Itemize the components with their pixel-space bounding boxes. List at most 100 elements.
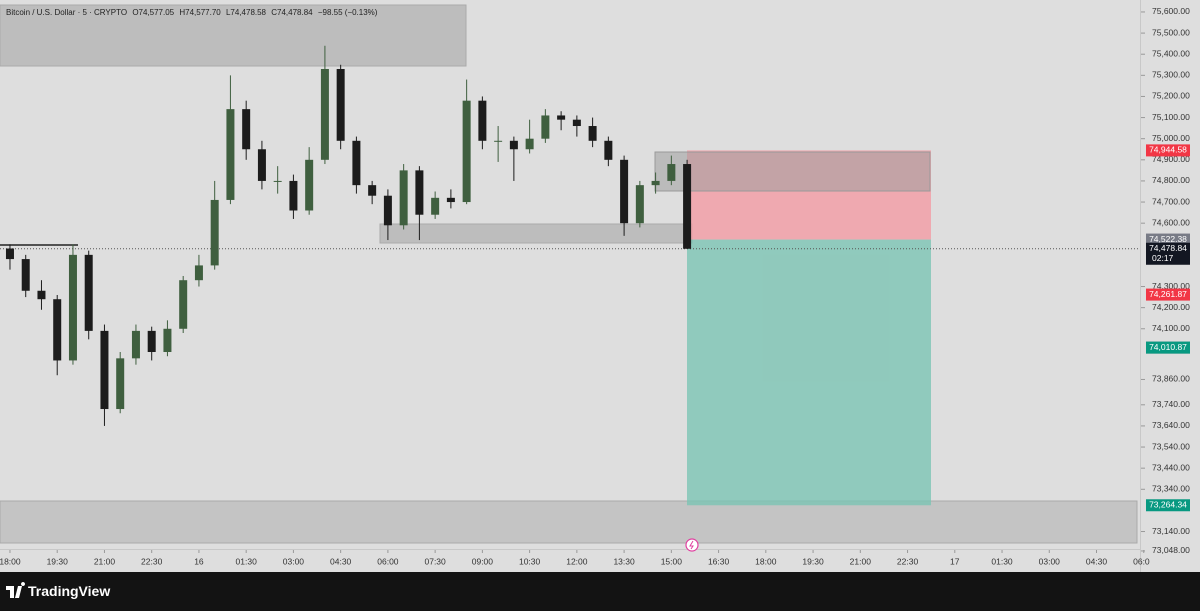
price-label: 74,010.87: [1149, 342, 1187, 352]
x-tick-label: 06:00: [377, 556, 399, 566]
x-tick-label: 22:30: [141, 556, 163, 566]
candle-body: [5, 248, 14, 260]
candle-body: [541, 115, 550, 139]
x-tick-label: 15:00: [661, 556, 683, 566]
candle-body: [635, 185, 644, 224]
candle-body: [399, 170, 408, 226]
x-tick-label: 10:30: [519, 556, 541, 566]
y-tick-label: 73,440.00: [1152, 462, 1190, 472]
x-tick-label: 16: [194, 556, 204, 566]
x-tick-label: 03:00: [283, 556, 305, 566]
zone-box: [0, 4, 467, 67]
chart: 75,600.00 75,500.00 75,400.00 75,300.00 75,2…: [0, 0, 1200, 572]
y-tick-label: 73,740.00: [1152, 399, 1190, 409]
candle-body: [336, 68, 345, 141]
candle-body: [116, 358, 125, 410]
event-icon[interactable]: [685, 538, 699, 552]
ohlc: O74,577.05: [132, 8, 175, 17]
y-tick-label: 74,900.00: [1152, 154, 1190, 164]
zone-box: [654, 151, 931, 192]
candle-body: [242, 109, 251, 150]
y-tick-label: 75,200.00: [1152, 91, 1190, 101]
price-label: 74,261.87: [1149, 289, 1187, 299]
x-tick-label: 04:30: [330, 556, 352, 566]
x-tick-label: 17: [950, 556, 960, 566]
zone-box: [0, 500, 1138, 544]
legend: Bitcoin / U.S. Dollar · 5 · CRYPTO O74,5…: [6, 8, 380, 17]
countdown: 02:17: [1152, 253, 1174, 263]
target-zone: [687, 239, 931, 506]
candle-body: [494, 140, 503, 142]
x-tick-label: 12:00: [566, 556, 588, 566]
candle-body: [572, 119, 581, 127]
y-tick-label: 74,200.00: [1152, 302, 1190, 312]
ohlc: L74,478.58: [225, 8, 267, 17]
candle-body: [210, 199, 219, 266]
candle-body: [383, 195, 392, 226]
price-label: 74,522.38: [1149, 234, 1187, 244]
candle-body: [163, 328, 172, 353]
candle-body: [604, 140, 613, 160]
price-label: 73,264.34: [1149, 500, 1187, 510]
candle-body: [305, 159, 314, 211]
candle-body: [352, 140, 361, 186]
candle-body: [446, 197, 455, 203]
y-tick-label: 75,300.00: [1152, 70, 1190, 80]
ohlc: H74,577.70: [179, 8, 221, 17]
candle-body: [509, 140, 518, 150]
ohlc: C74,478.84: [271, 8, 313, 17]
price-label-bg: [1146, 499, 1190, 512]
x-tick-label: 19:30: [802, 556, 824, 566]
candle-body: [21, 259, 30, 291]
x-tick-label: 06:00: [1133, 556, 1155, 566]
x-tick-label: 18:00: [0, 556, 21, 566]
candle-body: [415, 170, 424, 215]
candle-body: [37, 290, 46, 300]
candle-body: [100, 330, 109, 410]
x-tick-label: 07:30: [424, 556, 446, 566]
x-tick-label: 22:30: [897, 556, 919, 566]
x-tick-label: 01:30: [236, 556, 258, 566]
y-tick-label: 74,300.00: [1152, 281, 1190, 291]
brand[interactable]: TradingView: [28, 583, 111, 599]
y-tick-label: 75,400.00: [1152, 48, 1190, 58]
x-tick-label: 21:00: [850, 556, 872, 566]
price-label-bg: [1146, 242, 1190, 265]
y-tick-label: 73,540.00: [1152, 441, 1190, 451]
candle-body: [68, 254, 77, 361]
candle-body: [273, 180, 282, 182]
candle-body: [651, 180, 660, 186]
x-tick-label: 18:00: [755, 556, 777, 566]
candle-body: [289, 180, 298, 211]
candle-body: [557, 115, 566, 120]
logo: [6, 582, 26, 598]
candle-body: [667, 164, 676, 181]
change: −98.55 (−0.13%): [317, 8, 378, 17]
y-tick-label: 75,600.00: [1152, 6, 1190, 16]
candle-body: [257, 149, 266, 181]
candle-body: [462, 100, 471, 203]
candle-body: [478, 100, 487, 141]
y-tick-label: 73,340.00: [1152, 484, 1190, 494]
y-tick-label: 73,640.00: [1152, 420, 1190, 430]
y-tick-label: 75,000.00: [1152, 133, 1190, 143]
y-tick-label: 74,700.00: [1152, 196, 1190, 206]
price-label: 74,478.84: [1149, 243, 1187, 253]
x-tick-label: 21:00: [94, 556, 116, 566]
y-tick-label: 74,100.00: [1152, 323, 1190, 333]
y-tick-label: 73,048.00: [1152, 545, 1190, 555]
y-tick-label: 73,140.00: [1152, 526, 1190, 536]
x-tick-label: 01:30: [991, 556, 1013, 566]
price-label-bg: [1146, 341, 1190, 354]
x-tick-label: 19:30: [47, 556, 69, 566]
candle-body: [84, 254, 93, 331]
candle-body: [368, 185, 377, 196]
price-label-bg: [1146, 288, 1190, 301]
background: [0, 0, 1200, 572]
y-tick-label: 75,500.00: [1152, 27, 1190, 37]
y-tick-label: 73,860.00: [1152, 374, 1190, 384]
candle-body: [620, 159, 629, 224]
candle-body: [147, 330, 156, 353]
x-tick-label: 03:00: [1039, 556, 1061, 566]
